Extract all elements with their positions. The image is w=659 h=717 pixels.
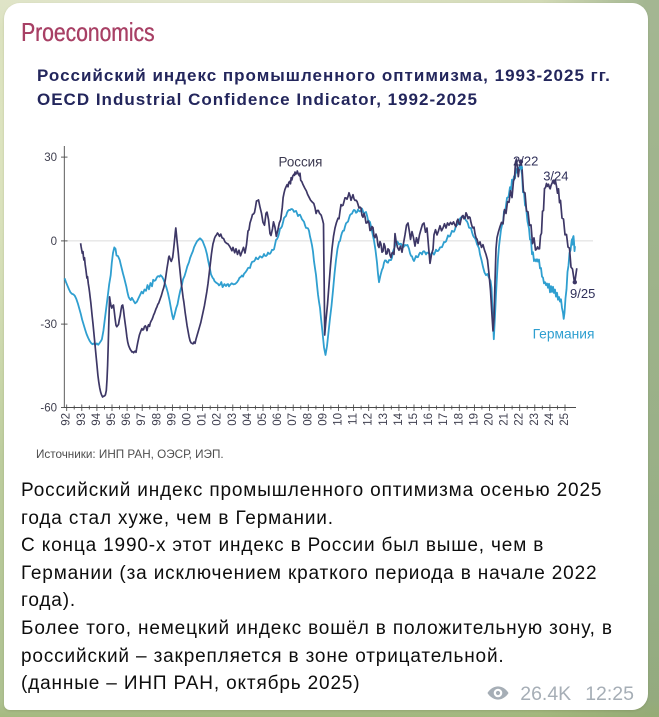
svg-text:11: 11 [348,413,360,425]
svg-text:17: 17 [438,413,450,426]
svg-text:19: 19 [468,413,480,426]
svg-text:09: 09 [317,413,329,426]
svg-text:06: 06 [272,413,284,426]
svg-text:08: 08 [302,413,314,426]
svg-text:99: 99 [166,413,178,426]
svg-text:9/25: 9/25 [570,286,595,301]
svg-text:0: 0 [51,236,57,248]
svg-text:15: 15 [408,413,420,426]
svg-text:02: 02 [212,413,224,426]
svg-text:13: 13 [378,413,390,426]
svg-text:16: 16 [423,413,435,426]
svg-text:92: 92 [61,413,73,426]
svg-text:23: 23 [529,413,541,426]
svg-text:10: 10 [333,413,345,426]
svg-text:21: 21 [499,413,511,426]
svg-text:3/24: 3/24 [543,169,568,184]
svg-text:25: 25 [559,413,571,426]
svg-text:18: 18 [453,413,465,426]
svg-text:Германия: Германия [533,327,595,342]
svg-text:12: 12 [363,413,375,426]
svg-text:14: 14 [393,412,405,425]
svg-text:01: 01 [197,413,209,426]
svg-text:03: 03 [227,413,239,426]
svg-text:98: 98 [151,413,163,426]
svg-text:20: 20 [484,413,496,426]
svg-text:Россия: Россия [279,155,323,170]
svg-text:2/22: 2/22 [513,154,538,169]
svg-text:07: 07 [287,413,299,426]
svg-text:96: 96 [121,413,133,426]
svg-text:97: 97 [136,413,148,426]
svg-text:04: 04 [242,412,254,425]
svg-text:-60: -60 [40,403,57,415]
svg-text:95: 95 [106,413,118,426]
svg-text:22: 22 [514,413,526,426]
svg-text:00: 00 [182,413,194,426]
svg-text:05: 05 [257,413,269,426]
svg-text:94: 94 [91,412,103,425]
svg-text:93: 93 [76,413,88,426]
svg-text:-30: -30 [40,319,57,331]
svg-text:30: 30 [44,152,57,164]
svg-text:24: 24 [544,412,556,425]
